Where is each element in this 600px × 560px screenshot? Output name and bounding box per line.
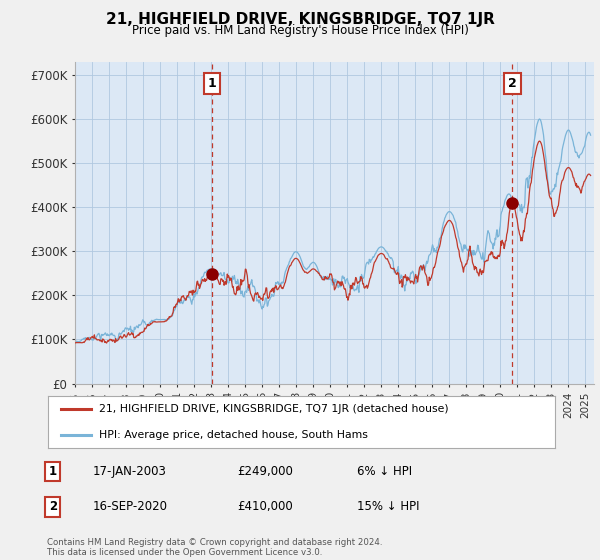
- Text: 2: 2: [49, 500, 57, 514]
- Text: 1: 1: [208, 77, 216, 90]
- Text: 16-SEP-2020: 16-SEP-2020: [93, 500, 168, 514]
- Text: 17-JAN-2003: 17-JAN-2003: [93, 465, 167, 478]
- Text: £410,000: £410,000: [237, 500, 293, 514]
- Text: 2: 2: [508, 77, 517, 90]
- Text: £249,000: £249,000: [237, 465, 293, 478]
- Text: 1: 1: [49, 465, 57, 478]
- Text: Contains HM Land Registry data © Crown copyright and database right 2024.
This d: Contains HM Land Registry data © Crown c…: [47, 538, 382, 557]
- Text: 21, HIGHFIELD DRIVE, KINGSBRIDGE, TQ7 1JR: 21, HIGHFIELD DRIVE, KINGSBRIDGE, TQ7 1J…: [106, 12, 494, 27]
- Text: 6% ↓ HPI: 6% ↓ HPI: [357, 465, 412, 478]
- Text: 21, HIGHFIELD DRIVE, KINGSBRIDGE, TQ7 1JR (detached house): 21, HIGHFIELD DRIVE, KINGSBRIDGE, TQ7 1J…: [98, 404, 448, 414]
- Text: 15% ↓ HPI: 15% ↓ HPI: [357, 500, 419, 514]
- Text: Price paid vs. HM Land Registry's House Price Index (HPI): Price paid vs. HM Land Registry's House …: [131, 24, 469, 36]
- Text: HPI: Average price, detached house, South Hams: HPI: Average price, detached house, Sout…: [98, 430, 368, 440]
